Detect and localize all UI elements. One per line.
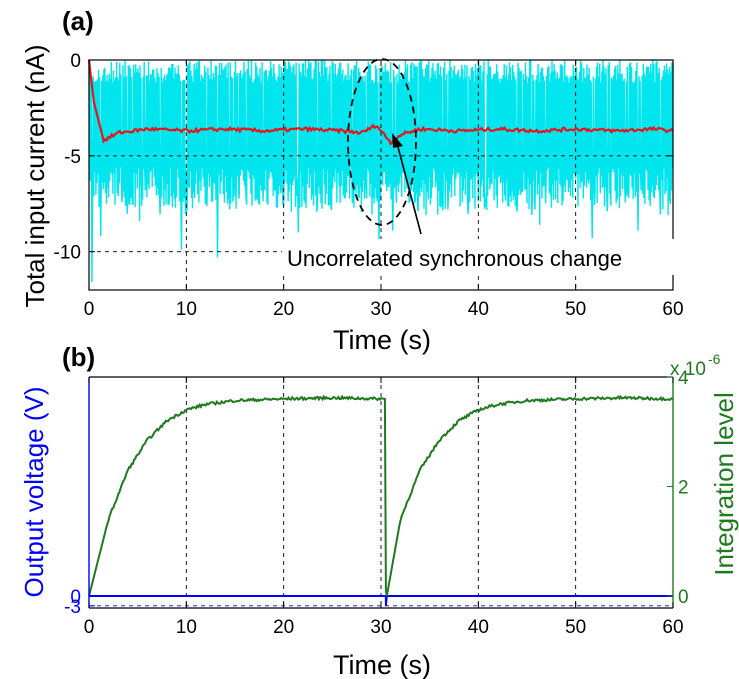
annotation-text: Uncorrelated synchronous change <box>287 246 622 271</box>
panel-a-xlabel: Time (s) <box>333 325 431 355</box>
panel-a-label: (a) <box>62 6 94 36</box>
y-right-tick-label: 2 <box>678 477 689 498</box>
y-left-tick-label: 0 <box>70 587 81 608</box>
panel-b-output <box>89 595 673 606</box>
x-tick-label: 60 <box>662 299 683 320</box>
y-tick-label: -10 <box>54 243 81 264</box>
panel-a-ticks: 0 10 20 30 40 50 60 0 -5 -10 <box>54 51 684 320</box>
panel-a-ylabel: Total input current (nA) <box>20 44 50 307</box>
panel-b-ticks: 0 10 20 30 40 50 600-3 024 <box>64 368 689 638</box>
synchronous-change-ellipse <box>347 58 417 226</box>
x-tick-label: 10 <box>176 617 197 638</box>
panel-b-integration <box>88 394 674 597</box>
panel-b-label: (b) <box>62 342 95 372</box>
right-exponent-base: x 10 <box>670 359 706 380</box>
y-tick-label: 0 <box>70 51 81 72</box>
annotation-background <box>282 239 680 275</box>
panel-b-grid <box>89 377 673 608</box>
annotation-arrow-line <box>397 146 422 235</box>
panel-b-xlabel: Time (s) <box>333 650 431 679</box>
x-tick-label: 20 <box>273 617 294 638</box>
x-tick-label: 40 <box>468 617 489 638</box>
x-tick-label: 50 <box>565 299 586 320</box>
x-tick-label: 60 <box>662 617 683 638</box>
panel-a-mean <box>87 59 674 146</box>
x-tick-label: 0 <box>84 617 95 638</box>
x-tick-label: 20 <box>273 299 294 320</box>
y-right-tick-label: 4 <box>678 368 689 389</box>
x-tick-label: 30 <box>370 617 391 638</box>
integration-level-trace <box>88 394 674 597</box>
y-left-tick-label: -3 <box>64 597 81 618</box>
panel-b: (b) 0 10 20 30 40 50 600-3 024 x 10 -6 Time (s)… <box>19 342 739 679</box>
mean-current-trace <box>87 59 674 146</box>
right-exponent-power: -6 <box>708 351 721 367</box>
x-tick-label: 0 <box>84 299 95 320</box>
panel-a: (a) 0 10 20 30 40 50 60 0 -5 -10 Uncorrelated syn… <box>20 6 684 355</box>
x-tick-label: 30 <box>370 299 391 320</box>
output-voltage-trace <box>89 595 673 606</box>
x-tick-label: 50 <box>565 617 586 638</box>
panel-b-ylabel-left: Output voltage (V) <box>19 387 49 598</box>
annotation-arrow-head <box>392 133 403 148</box>
panel-b-ylabel-right: Integration level <box>709 392 739 576</box>
x-tick-label: 10 <box>176 299 197 320</box>
y-tick-label: -5 <box>64 147 81 168</box>
x-tick-label: 40 <box>468 299 489 320</box>
y-right-tick-label: 0 <box>678 587 689 608</box>
